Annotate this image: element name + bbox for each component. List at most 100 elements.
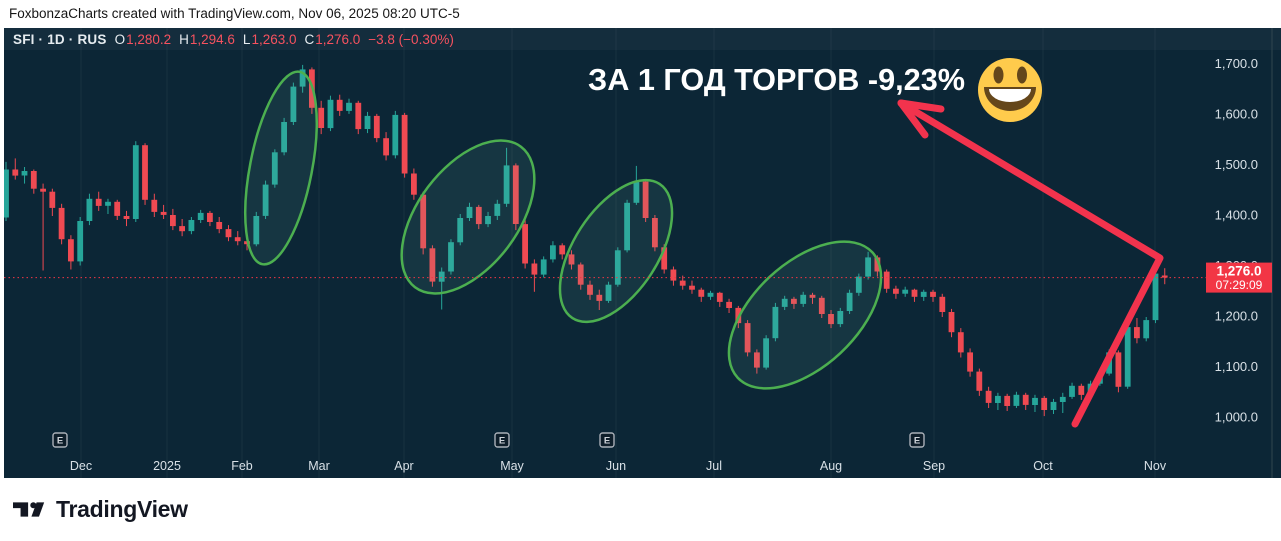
candle-body	[448, 242, 454, 272]
candle-body	[772, 306, 779, 339]
candle-body	[132, 145, 139, 219]
callout-text: ЗА 1 ГОД ТОРГОВ -9,23%	[588, 62, 965, 97]
candle-body	[976, 371, 983, 391]
candle-body	[429, 248, 436, 282]
candle-body	[1041, 397, 1048, 410]
candle-body	[318, 107, 325, 128]
y-axis-tick: 1,600.0	[1215, 106, 1258, 121]
current-price-label: 1,276.007:29:09	[1206, 262, 1272, 293]
candle-body	[1059, 396, 1066, 402]
candle-body	[170, 215, 176, 227]
candle-body	[540, 259, 547, 275]
candle-body	[290, 86, 297, 122]
candle-body	[1124, 327, 1131, 387]
candle-body	[967, 352, 973, 372]
earnings-marker[interactable]: E	[494, 432, 510, 448]
candle-body	[652, 218, 658, 248]
candle-body	[77, 221, 84, 262]
candle-body	[512, 165, 519, 224]
candle-body	[559, 245, 566, 255]
candle-body	[1069, 385, 1075, 397]
candle-body	[225, 229, 232, 238]
highlight-ellipse	[727, 240, 883, 390]
candle-body	[21, 171, 28, 176]
candle-body	[355, 102, 362, 130]
change-value: −3.8 (−0.30%)	[368, 32, 454, 47]
candle-body	[197, 212, 204, 220]
candle-body	[605, 284, 612, 301]
candle-body	[957, 332, 964, 353]
earnings-marker[interactable]: E	[52, 432, 68, 448]
y-axis-tick: 1,500.0	[1215, 157, 1258, 172]
earnings-marker[interactable]: E	[909, 432, 925, 448]
candle-body	[939, 296, 946, 312]
candle-body	[587, 284, 593, 295]
candle-body	[299, 69, 306, 87]
candle-body	[522, 224, 528, 264]
candle-body	[791, 298, 797, 304]
candle-body	[485, 216, 491, 225]
candle-body	[744, 323, 751, 353]
x-axis-label: Dec	[70, 459, 92, 473]
candle-body	[577, 264, 584, 285]
brand-wordmark: TradingView	[56, 496, 188, 522]
candle-body	[457, 218, 464, 243]
candle-body	[800, 294, 807, 304]
symbol-legend: SFI · 1D · RUS O1,280.2 H1,294.6 L1,263.…	[13, 32, 454, 47]
candle-body	[1050, 401, 1057, 410]
candle-body	[373, 115, 380, 139]
candle-body	[114, 201, 121, 216]
svg-text:E: E	[57, 436, 63, 447]
tradingview-brand-link[interactable]: TradingView	[13, 496, 188, 523]
ohlc-close: C1,276.0	[304, 32, 361, 47]
candle-body	[253, 216, 260, 245]
candle-body	[911, 289, 918, 297]
y-axis-tick: 1,400.0	[1215, 208, 1258, 223]
candle-body	[86, 198, 93, 221]
candle-body	[1161, 275, 1168, 278]
candle-body	[670, 269, 677, 281]
svg-text:07:29:09: 07:29:09	[1216, 278, 1263, 292]
candle-body	[30, 171, 37, 189]
candle-body	[781, 298, 788, 307]
candle-body	[364, 115, 371, 129]
y-axis-tick: 1,200.0	[1215, 309, 1258, 324]
x-axis-label: Nov	[1144, 459, 1167, 473]
candle-body	[216, 222, 223, 230]
candle-body	[392, 114, 399, 156]
candle-body	[754, 352, 760, 368]
candle-body	[531, 263, 538, 275]
candle-body	[874, 257, 881, 272]
candle-body	[327, 99, 334, 129]
candle-body	[837, 311, 844, 325]
candle-body	[596, 294, 603, 301]
chart-canvas[interactable]: ЗА 1 ГОД ТОРГОВ -9,23% 1,700.0 1,600.0 1,50…	[4, 28, 1281, 478]
candle-body	[503, 165, 510, 204]
candles	[4, 64, 1168, 417]
candle-body	[1032, 397, 1038, 405]
candle-body	[262, 184, 269, 216]
candle-body	[105, 201, 111, 206]
highlight-ellipse	[400, 139, 536, 295]
candle-body	[1022, 394, 1029, 405]
candle-body	[818, 297, 825, 314]
svg-text:1,276.0: 1,276.0	[1216, 264, 1261, 279]
earnings-marker[interactable]: E	[599, 432, 615, 448]
candle-body	[58, 207, 65, 240]
candle-body	[1013, 394, 1020, 406]
chart-panel[interactable]: ЗА 1 ГОД ТОРГОВ -9,23% 1,700.0 1,600.0 1,50…	[4, 28, 1281, 478]
candle-body	[151, 199, 158, 212]
candle-body	[142, 145, 148, 200]
candle-body	[1004, 395, 1011, 406]
candle-body	[902, 289, 909, 294]
time-scale[interactable]: Dec 2025 Feb Mar Apr May Jun Jul Aug Sep Oct Nov E E E…	[52, 432, 1167, 473]
ohlc-open: O1,280.2	[114, 32, 172, 47]
candle-body	[995, 395, 1001, 403]
price-scale[interactable]: 1,700.01,600.01,500.01,400.01,300.01,200…	[1215, 28, 1273, 478]
footer-bar: TradingView	[0, 478, 1281, 541]
ohlc-low: L1,263.0	[242, 32, 297, 47]
candle-body	[948, 312, 955, 333]
candle-body	[68, 239, 74, 262]
candle-body	[985, 390, 992, 403]
candle-body	[4, 169, 9, 218]
